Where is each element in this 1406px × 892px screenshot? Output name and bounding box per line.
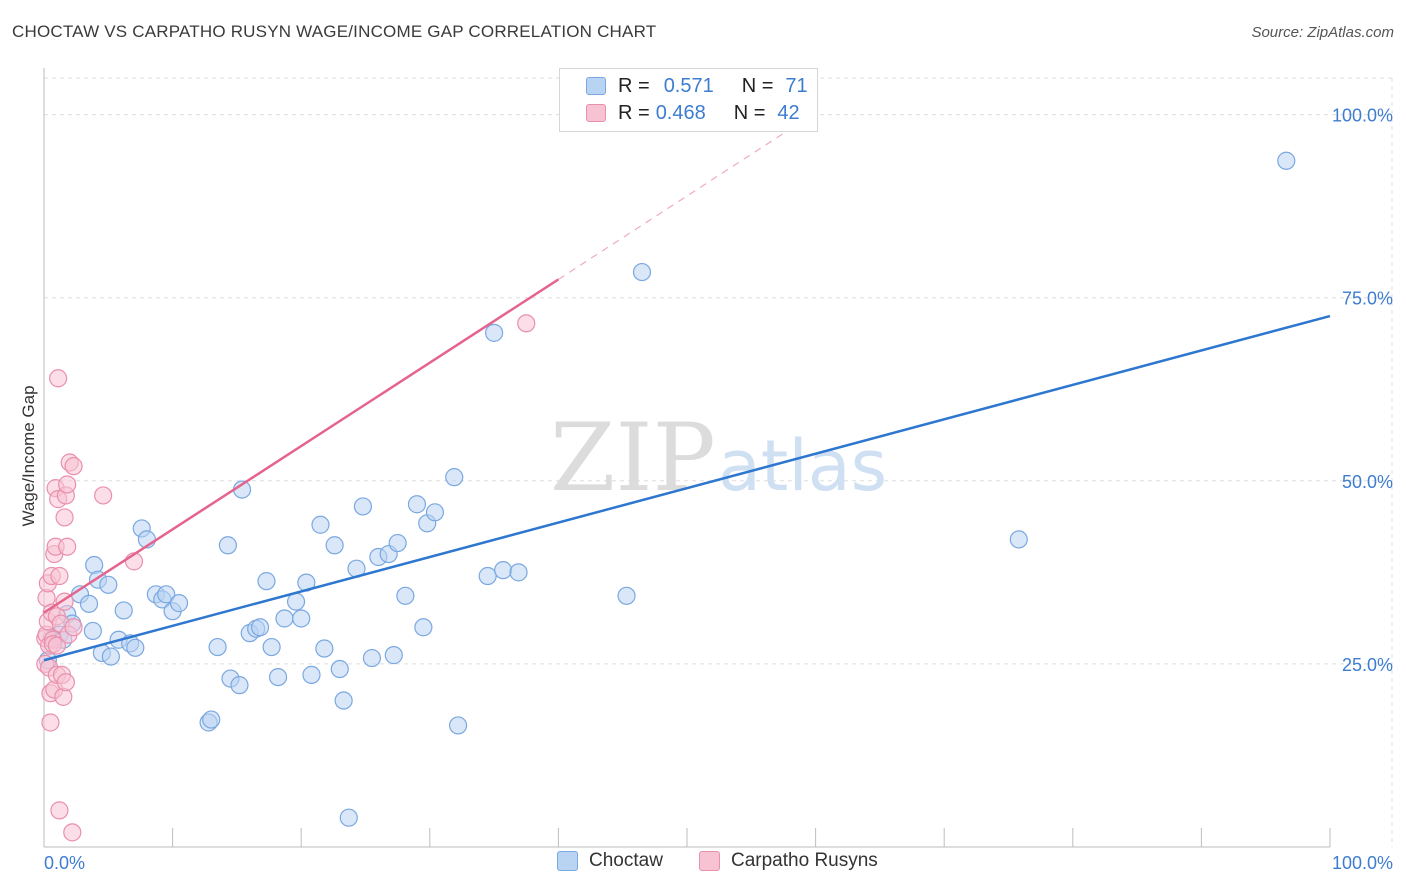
choctaw-point <box>362 648 382 668</box>
choctaw-point <box>353 497 373 516</box>
carpatho-point <box>517 314 536 333</box>
x-tick-label: 100.0% <box>1332 853 1393 873</box>
choctaw-point <box>262 637 281 657</box>
choctaw-point <box>509 563 528 582</box>
carpatho-point <box>64 457 83 476</box>
source-label: Source: ZipAtlas.com <box>1251 24 1394 41</box>
y-tick-label: 100.0% <box>1332 106 1393 126</box>
stats-legend: R = 0.571 N = 71 R = 0.468 N = 42 <box>559 68 818 132</box>
choctaw-point <box>325 536 344 555</box>
legend-item-carpatho[interactable]: Carpatho Rusyns <box>699 850 878 872</box>
choctaw-point <box>494 561 513 580</box>
choctaw-point <box>202 710 221 729</box>
carpatho-point <box>58 537 77 556</box>
choctaw-point <box>407 495 427 514</box>
carpatho-point <box>94 486 113 505</box>
choctaw-point <box>257 572 276 591</box>
legend-item-choctaw[interactable]: Choctaw <box>557 850 663 872</box>
watermark-atlas: atlas <box>718 425 887 507</box>
choctaw-point <box>339 808 358 827</box>
choctaw-point <box>1277 151 1296 170</box>
zipatlas-watermark: ZIP atlas <box>550 404 887 513</box>
carpatho-point <box>50 566 69 586</box>
r-value: 0.468 <box>655 101 706 124</box>
choctaw-point <box>169 594 189 613</box>
carpatho-trend-extension <box>558 128 791 280</box>
carpatho-point <box>41 713 60 732</box>
choctaw-point <box>208 637 227 657</box>
choctaw-point <box>230 676 249 695</box>
choctaw-point <box>83 621 102 641</box>
carpatho-trend-line <box>43 278 560 614</box>
choctaw-point <box>302 665 321 684</box>
choctaw-point <box>445 468 464 487</box>
choctaw-point <box>114 601 133 620</box>
legend-row-choctaw: R = 0.571 N = 71 <box>586 73 808 99</box>
choctaw-point <box>617 586 636 605</box>
choctaw-point <box>330 659 349 679</box>
n-label: N = <box>733 101 766 124</box>
choctaw-point <box>315 639 334 658</box>
choctaw-point <box>157 585 176 604</box>
carpatho-swatch-icon <box>699 851 720 871</box>
data-points <box>36 151 1296 842</box>
chart-title: CHOCTAW VS CARPATHO RUSYN WAGE/INCOME GA… <box>12 22 657 41</box>
r-value: 0.571 <box>663 74 714 97</box>
choctaw-point <box>384 646 403 665</box>
n-label: N = <box>741 74 774 97</box>
choctaw-swatch-icon <box>557 851 578 871</box>
n-value: 42 <box>777 101 800 124</box>
choctaw-point <box>396 586 415 605</box>
y-axis-label: Wage/Income Gap <box>19 385 38 527</box>
choctaw-point <box>1009 530 1028 549</box>
choctaw-point <box>292 609 311 628</box>
choctaw-point <box>268 667 288 687</box>
choctaw-point <box>334 691 353 710</box>
carpatho-point <box>50 801 69 820</box>
choctaw-point <box>311 515 330 534</box>
carpatho-point <box>58 475 77 494</box>
choctaw-point <box>388 533 407 553</box>
choctaw-point <box>485 323 504 342</box>
choctaw-point <box>414 618 433 637</box>
choctaw-point <box>448 716 468 735</box>
carpatho-point <box>49 369 68 388</box>
choctaw-point <box>101 647 120 666</box>
carpatho-point <box>47 636 66 655</box>
choctaw-point <box>126 638 145 657</box>
y-tick-label: 50.0% <box>1342 472 1393 492</box>
choctaw-swatch-icon <box>586 77 606 95</box>
choctaw-trend-line <box>43 314 1331 662</box>
carpatho-point <box>56 673 75 692</box>
n-value: 71 <box>785 74 808 97</box>
x-tick-label: 0.0% <box>44 853 85 873</box>
choctaw-point <box>478 566 497 586</box>
choctaw-point <box>286 592 306 611</box>
gridlines <box>44 77 1393 847</box>
tick-labels: 25.0% 50.0% 75.0% 100.0% 0.0% 100.0% <box>44 106 1393 873</box>
choctaw-point <box>79 594 99 613</box>
choctaw-point <box>425 503 445 522</box>
carpatho-point <box>64 618 83 637</box>
y-tick-label: 75.0% <box>1342 289 1393 309</box>
carpatho-point <box>63 823 82 842</box>
choctaw-point <box>218 536 237 555</box>
choctaw-point <box>632 262 652 282</box>
choctaw-point <box>275 609 294 628</box>
r-label: R = <box>618 74 650 97</box>
carpatho-swatch-icon <box>586 104 606 122</box>
legend-label: Carpatho Rusyns <box>731 850 878 871</box>
trend-lines <box>43 128 1331 662</box>
carpatho-point <box>55 508 74 527</box>
choctaw-point <box>99 575 118 594</box>
legend-row-carpatho: R = 0.468 N = 42 <box>586 100 800 126</box>
choctaw-point <box>250 618 270 637</box>
legend-label: Choctaw <box>589 850 663 871</box>
r-label: R = <box>618 101 650 124</box>
series-legend: Choctaw Carpatho Rusyns <box>0 850 1406 878</box>
y-tick-label: 25.0% <box>1342 655 1393 675</box>
watermark-zip: ZIP <box>550 404 716 513</box>
